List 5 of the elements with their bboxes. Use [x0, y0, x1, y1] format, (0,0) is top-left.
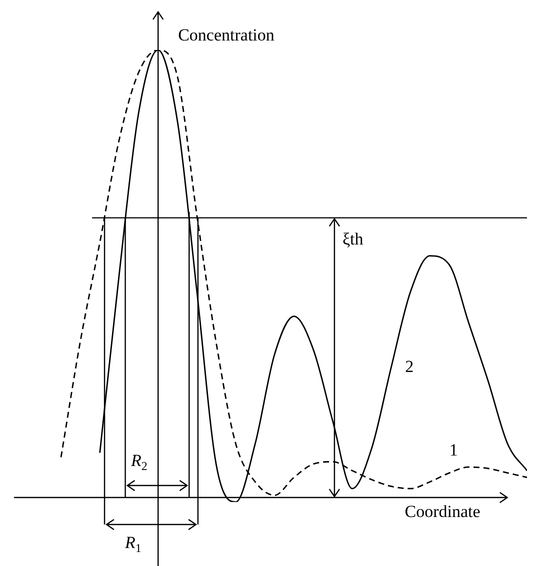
y-axis-title: Concentration — [178, 25, 275, 44]
series-label: 2 — [405, 357, 414, 376]
series-label: 1 — [449, 440, 458, 460]
x-axis-title: Coordinate — [404, 502, 480, 521]
legend-label: ξth — [342, 229, 364, 248]
